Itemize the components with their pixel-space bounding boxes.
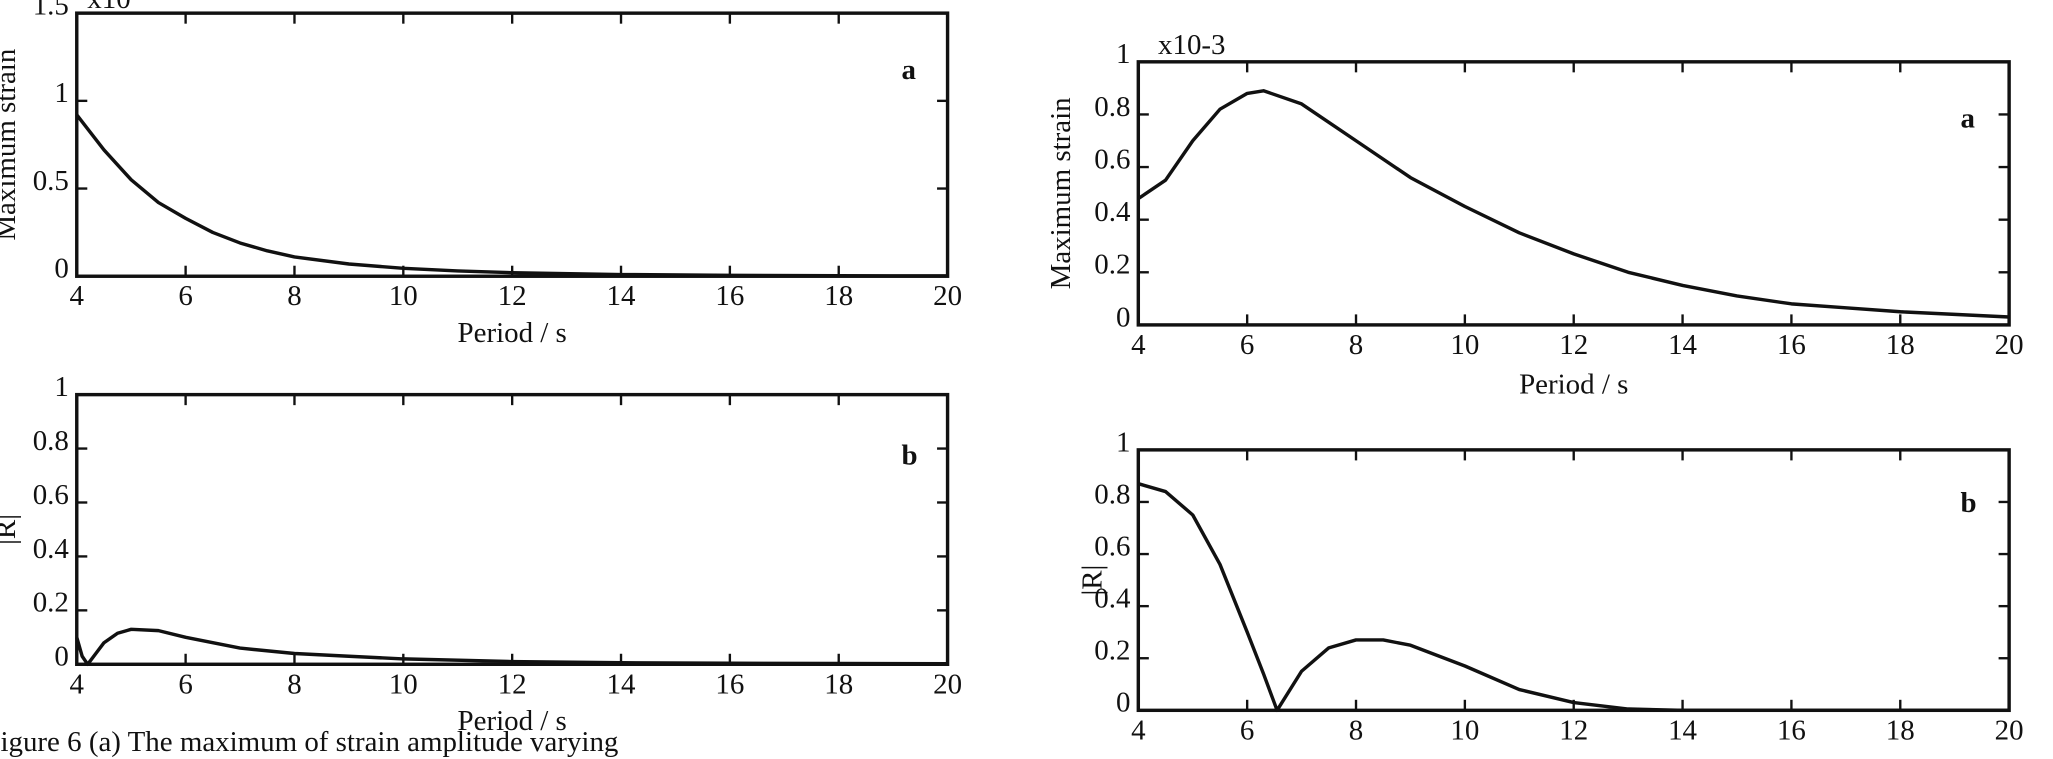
x-tick-label: 8: [287, 668, 301, 700]
y-tick-label: 0.6: [1094, 143, 1130, 175]
x-tick-label: 14: [607, 280, 636, 312]
curve: [1137, 89, 2010, 319]
x-tick-label: 6: [1240, 714, 1254, 746]
y-tick-label: 0.8: [33, 425, 69, 457]
x-tick-label: 8: [1349, 714, 1363, 746]
x-tick-label: 18: [1886, 714, 1915, 746]
curve: [1137, 482, 2010, 713]
x-tick-label: 6: [178, 280, 192, 312]
x-tick-label: 16: [715, 280, 744, 312]
x-axis-label: Period / s: [458, 705, 567, 737]
exponent-label: x10-3: [1158, 29, 1225, 61]
x-tick-label: 16: [715, 668, 744, 700]
x-tick-label: 14: [607, 668, 636, 700]
x-tick-label: 6: [1240, 329, 1254, 361]
y-tick-label: 0.8: [1094, 478, 1130, 510]
y-tick-label: 1: [1116, 426, 1130, 458]
x-tick-label: 16: [1777, 714, 1806, 746]
y-axis-label: Maximum strain: [1045, 97, 1077, 290]
x-tick-label: 20: [1995, 329, 2024, 361]
caption: igure 6 (a) The maximum of strain amplit…: [0, 726, 618, 758]
x-tick-label: 8: [1349, 329, 1363, 361]
plot-frame: [1136, 448, 2011, 713]
x-axis-label: Period / s: [1519, 755, 1628, 759]
y-tick-label: 0: [1116, 301, 1130, 333]
curve: [75, 627, 948, 666]
y-tick-label: 1.5: [33, 0, 69, 22]
x-tick-label: 14: [1668, 714, 1697, 746]
y-tick-label: 0.5: [33, 165, 69, 197]
panel-label: a: [1960, 103, 1975, 135]
y-tick-label: 0.4: [1094, 196, 1131, 228]
y-tick-label: 0.6: [1094, 530, 1130, 562]
y-tick-label: 0.6: [33, 479, 69, 511]
x-tick-label: 6: [178, 668, 192, 700]
panel-label: b: [902, 439, 918, 471]
y-tick-label: 0.4: [33, 533, 70, 565]
y-tick-label: 0.4: [1094, 583, 1131, 615]
x-tick-label: 18: [824, 280, 853, 312]
x-tick-label: 16: [1777, 329, 1806, 361]
y-tick-label: 0.2: [1094, 249, 1130, 281]
x-tick-label: 10: [1450, 714, 1479, 746]
x-tick-label: 12: [498, 668, 527, 700]
y-tick-label: 1: [54, 77, 68, 109]
x-tick-label: 18: [1886, 329, 1915, 361]
x-axis-label: Period / s: [458, 317, 567, 349]
x-tick-label: 4: [1131, 714, 1146, 746]
x-tick-label: 20: [933, 280, 962, 312]
y-tick-label: 0: [54, 641, 68, 673]
plot-frame: [1136, 60, 2011, 327]
x-tick-label: 10: [389, 668, 418, 700]
x-tick-label: 14: [1668, 329, 1697, 361]
panel-label: a: [902, 54, 917, 86]
y-axis-label: Maximum strain: [0, 48, 22, 241]
x-tick-label: 18: [824, 668, 853, 700]
y-axis-label: |R|: [1077, 565, 1109, 596]
x-tick-label: 10: [389, 280, 418, 312]
y-axis-label: |R|: [0, 514, 22, 545]
plot-frame: [75, 392, 950, 666]
x-tick-label: 20: [933, 668, 962, 700]
y-tick-label: 0: [1116, 687, 1130, 719]
x-tick-label: 4: [1131, 329, 1146, 361]
x-tick-label: 20: [1995, 714, 2024, 746]
y-tick-label: 1: [1116, 38, 1130, 70]
y-tick-label: 0: [54, 253, 68, 285]
x-axis-label: Period / s: [1519, 368, 1628, 400]
x-tick-label: 12: [1559, 329, 1588, 361]
panel-label: b: [1960, 487, 1976, 519]
y-tick-label: 1: [54, 371, 68, 403]
x-tick-label: 4: [70, 280, 85, 312]
exponent-label: x10: [87, 0, 130, 15]
x-tick-label: 12: [1559, 714, 1588, 746]
y-tick-label: 0.2: [33, 587, 69, 619]
x-tick-label: 12: [498, 280, 527, 312]
x-tick-label: 10: [1450, 329, 1479, 361]
curve: [75, 113, 948, 278]
x-tick-label: 8: [287, 280, 301, 312]
x-tick-label: 4: [70, 668, 85, 700]
y-tick-label: 0.2: [1094, 635, 1130, 667]
plot-frame: [75, 11, 950, 278]
y-tick-label: 0.8: [1094, 91, 1130, 123]
